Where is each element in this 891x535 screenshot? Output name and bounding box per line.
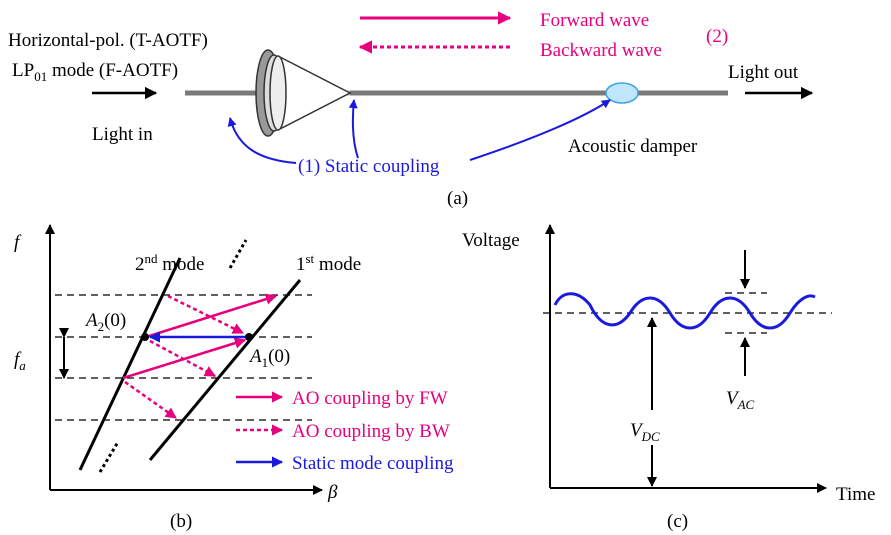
- input-label: LP01 mode (F-AOTF): [12, 60, 178, 84]
- point: [141, 333, 149, 341]
- coupling-arrow: [353, 100, 358, 158]
- static-coupling: (1) Static coupling: [298, 156, 440, 177]
- point-label: A2(0): [84, 310, 126, 334]
- caption: (c): [667, 511, 688, 532]
- dots: [100, 442, 118, 472]
- caption: (b): [170, 511, 192, 532]
- bw-arrow: [150, 341, 215, 376]
- x-axis-label: β: [327, 482, 338, 503]
- fa-label: fa: [14, 349, 26, 373]
- light-out: Light out: [728, 62, 799, 83]
- panel-c: Voltage Time VDC VAC (c): [462, 225, 875, 532]
- transducer: [256, 50, 350, 136]
- legend-label: AO coupling by FW: [292, 388, 448, 409]
- panel-b: f β fa 2nd mode 1st mode A2(0) A1(0) AO …: [14, 225, 454, 532]
- y-axis-label: Voltage: [462, 230, 520, 251]
- figure: Horizontal-pol. (T-AOTF) LP01 mode (F-AO…: [0, 0, 891, 535]
- dots: [230, 240, 246, 268]
- panel-a: Horizontal-pol. (T-AOTF) LP01 mode (F-AO…: [8, 10, 812, 209]
- vdc-label: VDC: [630, 420, 660, 444]
- point-label: A1(0): [248, 346, 290, 370]
- bw-arrow: [125, 382, 176, 418]
- mode-label: 2nd mode: [135, 251, 204, 275]
- backward-label: Backward wave: [540, 40, 662, 61]
- forward-label: Forward wave: [540, 10, 649, 31]
- light-in: Light in: [92, 124, 153, 145]
- point: [245, 333, 253, 341]
- signal: [555, 294, 815, 328]
- legend-label: Static mode coupling: [292, 453, 454, 474]
- damper-label: Acoustic damper: [568, 136, 698, 157]
- caption: (a): [447, 188, 468, 209]
- x-axis-label: Time: [836, 484, 875, 505]
- mode1-line: [150, 280, 300, 460]
- y-axis-label: f: [14, 232, 22, 253]
- input-label: Horizontal-pol. (T-AOTF): [8, 30, 208, 51]
- wave-number: (2): [706, 26, 728, 47]
- vac-label: VAC: [726, 388, 755, 412]
- legend-label: AO coupling by BW: [292, 421, 450, 442]
- damper: [606, 83, 638, 103]
- mode-label: 1st mode: [296, 251, 361, 275]
